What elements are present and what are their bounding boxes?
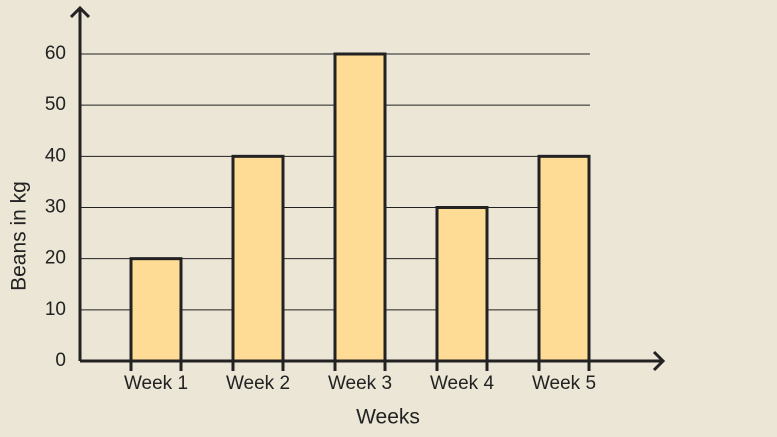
y-tick-label: 60 [45,43,66,64]
bar [333,52,387,363]
y-tick-label: 20 [45,248,66,269]
bar [129,257,183,363]
bar [537,154,591,363]
bar [435,206,489,363]
y-axis-label: Beans in kg [8,181,31,291]
bar [231,154,285,363]
x-tick-label: Week 5 [532,373,596,394]
x-tick-label: Week 2 [226,373,290,394]
x-tick-label: Week 3 [328,373,392,394]
y-tick-label: 40 [45,145,66,166]
x-axis-arrow [652,350,666,372]
y-axis-arrow [69,5,91,19]
y-tick-label: 10 [45,299,66,320]
x-tick-label: Week 1 [124,373,188,394]
x-axis-label: Weeks [356,406,420,429]
y-tick-label: 0 [55,350,66,371]
y-tick-label: 30 [45,197,66,218]
x-tick-label: Week 4 [430,373,495,394]
y-tick-label: 50 [45,94,66,115]
